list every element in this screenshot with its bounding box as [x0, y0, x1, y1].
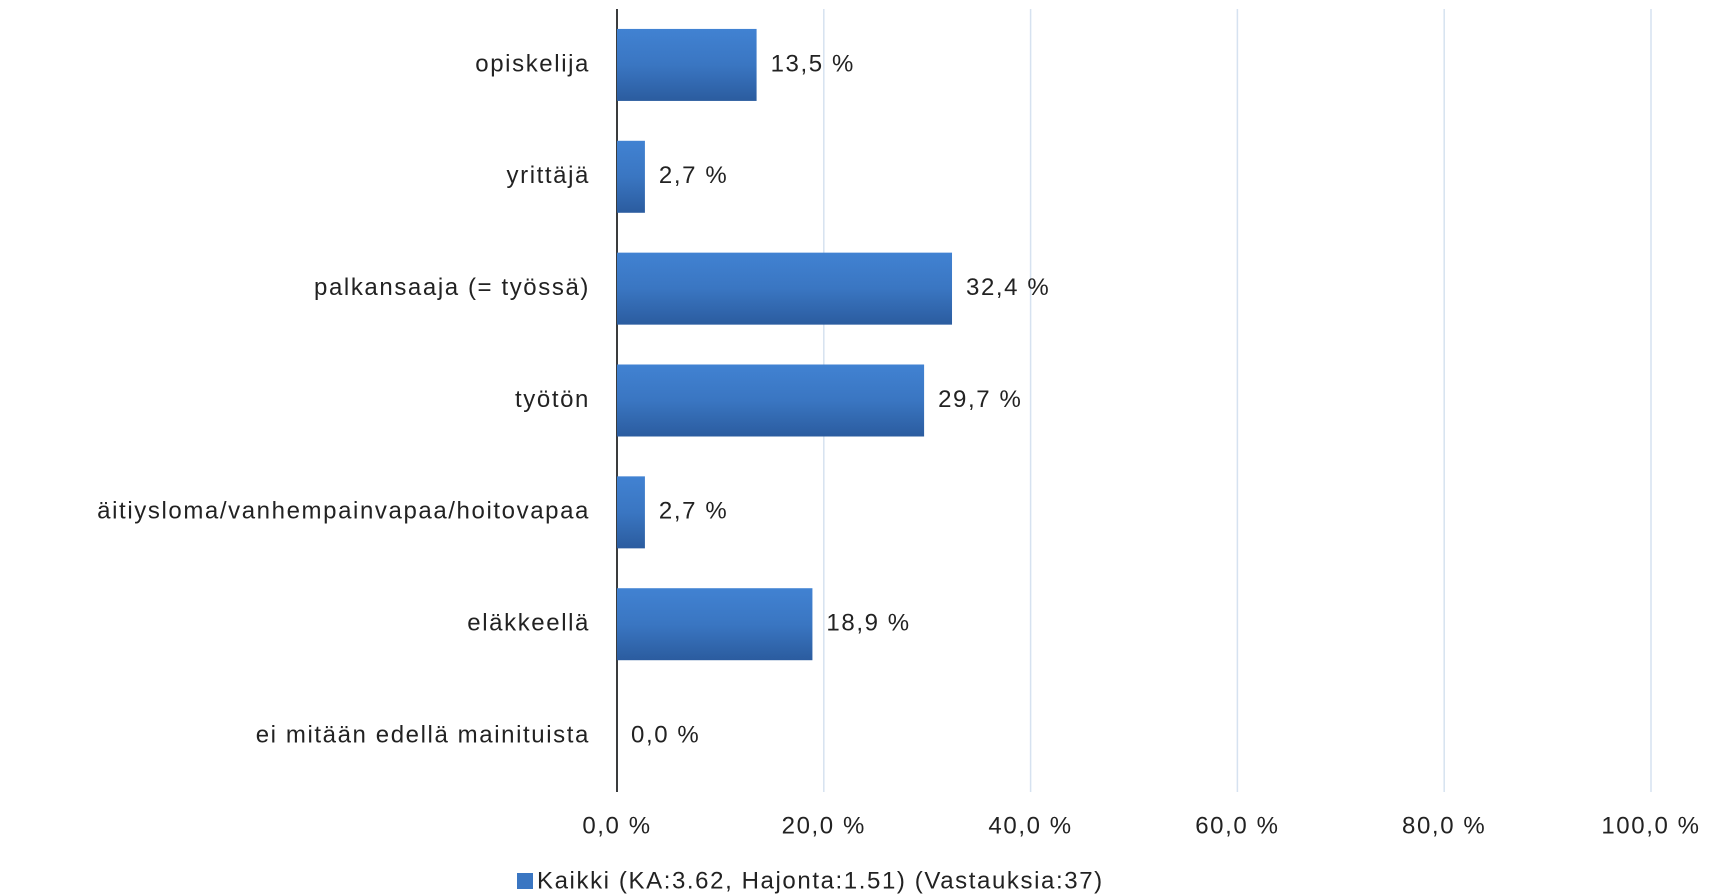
bar	[617, 476, 645, 549]
value-label: 32,4 %	[966, 274, 1050, 301]
bar	[617, 140, 645, 213]
y-tick-label: työtön	[515, 386, 590, 413]
x-tick-label: 100,0 %	[1601, 812, 1700, 839]
y-tick-label: ei mitään edellä mainituista	[256, 721, 590, 748]
bar	[617, 28, 757, 101]
value-label: 29,7 %	[938, 386, 1022, 413]
value-label: 2,7 %	[659, 162, 728, 189]
x-tick-label: 80,0 %	[1402, 812, 1486, 839]
bar	[617, 364, 925, 437]
legend-swatch	[517, 873, 533, 889]
y-tick-label: eläkkeellä	[467, 610, 590, 637]
y-tick-label: äitiysloma/vanhempainvapaa/hoitovapaa	[97, 498, 590, 525]
value-label: 13,5 %	[771, 50, 855, 77]
bar	[617, 252, 953, 325]
legend-label: Kaikki (KA:3.62, Hajonta:1.51) (Vastauks…	[537, 867, 1104, 894]
bar	[617, 588, 813, 661]
x-tick-label: 60,0 %	[1195, 812, 1279, 839]
value-label: 18,9 %	[826, 610, 910, 637]
value-label: 2,7 %	[659, 498, 728, 525]
value-label: 0,0 %	[631, 721, 700, 748]
y-tick-label: palkansaaja (= työssä)	[314, 274, 590, 301]
x-tick-label: 20,0 %	[782, 812, 866, 839]
x-tick-label: 0,0 %	[582, 812, 651, 839]
y-tick-label: opiskelija	[475, 50, 590, 77]
x-tick-label: 40,0 %	[988, 812, 1072, 839]
y-tick-label: yrittäjä	[507, 162, 591, 189]
